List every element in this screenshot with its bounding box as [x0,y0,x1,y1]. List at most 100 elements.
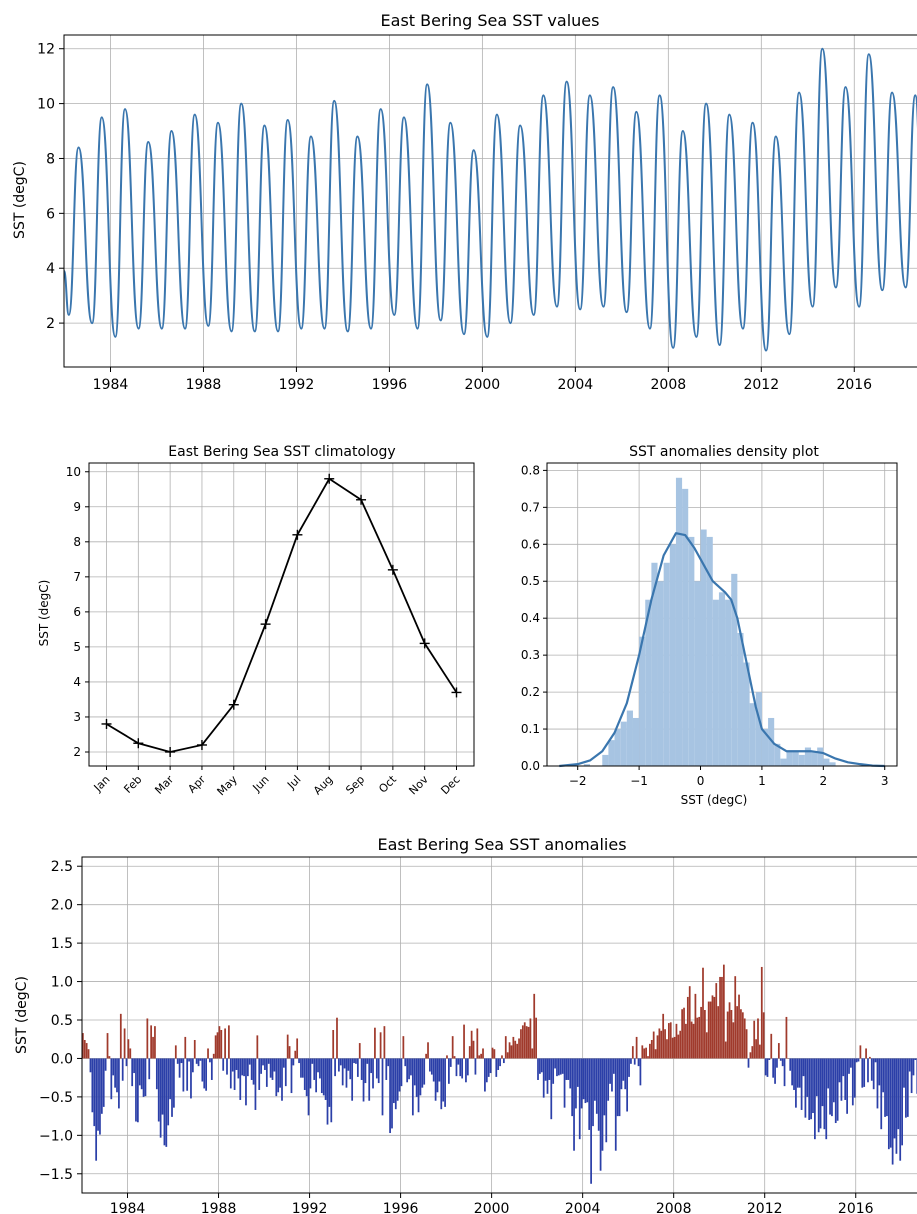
sst-anomaly-bar-negative [616,1058,619,1117]
sst-climatology-point [387,564,398,575]
sst-anomaly-bar-positive [174,1045,177,1059]
sst-anomaly-bar-negative [542,1058,545,1098]
sst-anomaly-bar-positive [713,996,716,1059]
sst-anomaly-bar-negative [474,1058,477,1075]
sst-anomaly-bar-positive [533,993,536,1059]
sst-anomaly-bar-negative [484,1058,486,1092]
sst-anomaly-bar-positive [736,1006,739,1059]
sst-anomaly-bar-negative [93,1058,96,1127]
sst-anomaly-bar-negative [157,1058,160,1122]
sst-anomaly-bar-negative [176,1058,179,1064]
sst-anomaly-bar-negative [772,1058,775,1078]
sst-density-hist-bar [682,488,689,766]
sst-anomalies-tick-label-y: −0.5 [39,1090,73,1106]
sst-anomaly-bar-negative [351,1058,354,1101]
sst-anomaly-bar-negative [309,1058,312,1089]
sst-anomaly-bar-negative [855,1058,858,1063]
sst-anomaly-bar-negative [590,1058,592,1184]
sst-climatology-tick-label-x: Mar [152,773,176,797]
sst-anomaly-bar-positive [734,976,737,1059]
sst-anomaly-bar-positive [146,1018,149,1059]
sst-anomaly-bar-negative [347,1058,350,1071]
sst-density-hist-bar [706,536,713,766]
sst-density-tick-label-y: 0.7 [521,500,540,514]
sst-anomaly-bar-negative [203,1058,206,1089]
sst-anomaly-bar-positive [508,1042,511,1059]
sst-climatology-point [228,699,239,710]
sst-anomaly-bar-positive [869,1056,871,1059]
sst-anomaly-bar-negative [102,1058,105,1107]
sst-density-xlabel: SST (degC) [681,793,748,807]
sst-anomaly-bar-negative [499,1058,501,1067]
sst-anomaly-bar-negative [846,1058,848,1114]
sst-anomaly-bar-negative [97,1058,99,1131]
sst-anomaly-bar-negative [624,1058,627,1090]
sst-climatology-point [292,529,303,540]
sst-anomaly-bar-positive [760,966,763,1059]
sst-density-hist-bar [768,717,775,766]
sst-anomaly-bar-negative [144,1058,147,1097]
sst-anomaly-bar-negative [630,1058,632,1064]
sst-anomaly-bar-positive [520,1029,522,1059]
sst-anomalies-tick-label-x: 2000 [474,1201,510,1214]
sst-anomaly-bar-negative [118,1058,120,1109]
sst-anomaly-bar-positive [525,1026,528,1059]
sst-anomaly-bar-negative [620,1058,623,1090]
sst-anomaly-bar-positive [224,1028,226,1059]
sst-density-hist-bar [774,743,781,766]
sst-anomaly-bar-positive [641,1045,644,1059]
sst-values-title: East Bering Sea SST values [381,11,600,30]
sst-anomaly-bar-negative [330,1058,333,1123]
sst-anomaly-bar-negative [301,1058,304,1078]
sst-anomaly-bar-positive [660,1030,663,1059]
sst-anomaly-bar-negative [264,1058,266,1070]
sst-anomaly-bar-positive [749,1052,752,1059]
sst-density-hist-bar [712,599,719,766]
sst-anomaly-bar-negative [334,1058,336,1077]
sst-anomaly-bar-negative [415,1058,418,1097]
sst-anomaly-bar-negative [853,1058,856,1098]
sst-anomaly-bar-positive [228,1025,230,1059]
sst-anomaly-bar-positive [478,1055,481,1059]
sst-anomaly-bar-negative [838,1058,841,1083]
sst-climatology-tick-label-x: May [215,773,241,799]
sst-climatology-tick-label-y: 7 [73,570,81,584]
sst-anomaly-bar-positive [510,1045,513,1059]
sst-anomaly-bar-positive [698,1016,701,1059]
sst-anomaly-bar-positive [468,1046,471,1059]
sst-climatology-tick-label-x: Aug [311,773,335,797]
sst-anomaly-bar-positive [681,1009,684,1059]
sst-anomaly-bar-negative [413,1058,416,1086]
sst-anomaly-bar-positive [755,1039,757,1059]
sst-anomaly-bar-negative [850,1058,852,1068]
sst-anomaly-bar-negative [393,1058,395,1104]
sst-climatology-tick-label-x: Jun [250,773,272,795]
sst-anomaly-bar-positive [402,1036,405,1059]
sst-anomaly-bar-negative [396,1058,399,1101]
sst-anomaly-bar-negative [178,1058,181,1078]
sst-anomaly-bar-positive [493,1049,496,1059]
sst-density-hist-bar [749,703,756,766]
sst-anomaly-bar-negative [406,1058,409,1083]
sst-anomaly-bar-positive [757,1018,759,1059]
sst-anomaly-bar-negative [277,1058,280,1093]
sst-anomaly-bar-negative [138,1058,141,1086]
sst-climatology-title: East Bering Sea SST climatology [168,444,395,460]
sst-anomaly-bar-negative [817,1058,820,1133]
sst-anomaly-bar-positive [740,1009,742,1059]
sst-anomaly-bar-negative [114,1058,116,1088]
sst-anomalies-tick-label-x: 1992 [292,1201,328,1214]
sst-anomaly-bar-positive [770,1033,773,1059]
sst-anomaly-bar-negative [812,1058,814,1114]
sst-anomaly-bar-positive [154,1026,156,1059]
sst-anomalies-tick-label-x: 2016 [838,1201,874,1214]
sst-anomaly-bar-negative [430,1058,433,1075]
sst-anomaly-bar-negative [135,1058,137,1122]
sst-anomaly-bar-negative [320,1058,323,1094]
sst-density-tick-label-y: 0.4 [521,611,540,625]
sst-anomaly-bar-positive [106,1033,109,1059]
sst-anomaly-bar-positive [686,996,689,1059]
sst-climatology-tick-label-x: Feb [121,773,144,796]
sst-anomaly-bar-positive [127,1039,130,1059]
sst-anomaly-bar-positive [518,1038,520,1059]
